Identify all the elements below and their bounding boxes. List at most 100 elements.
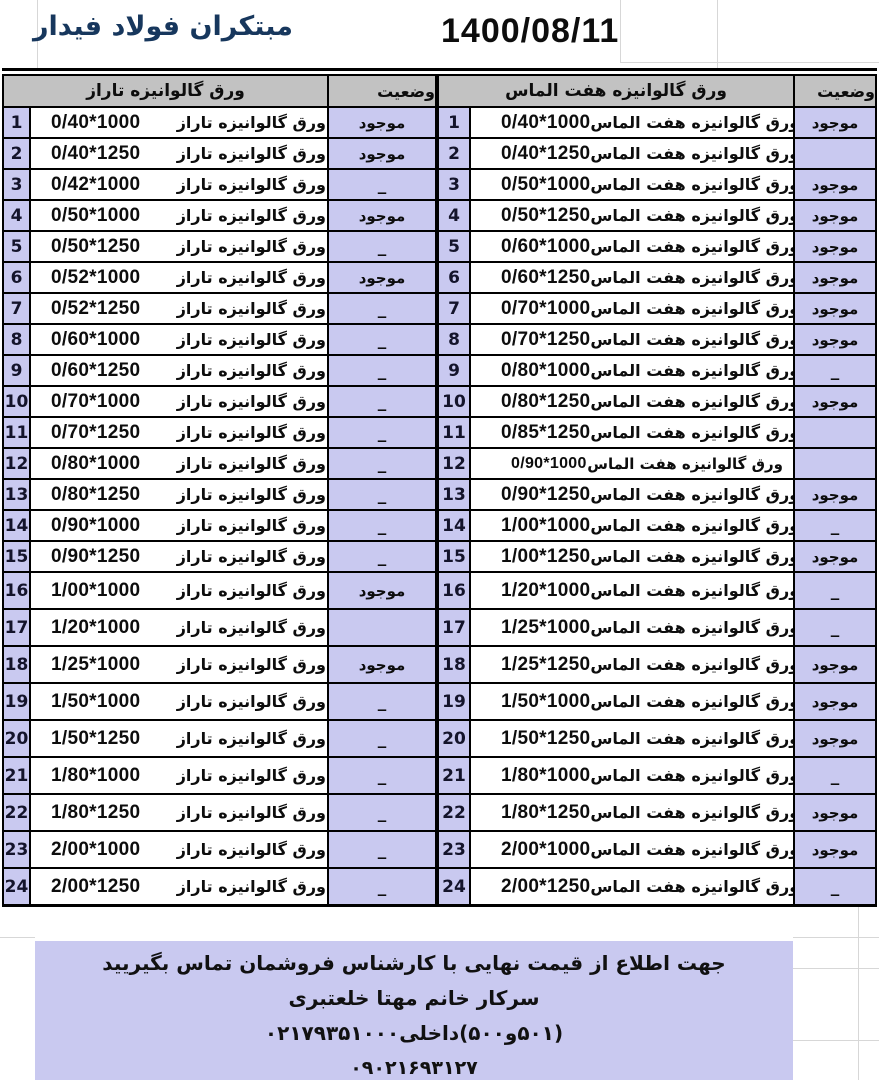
status-cell: موجود	[795, 647, 875, 682]
footer-line-person: سرکار خانم مهتا خلعتبری	[288, 986, 540, 1010]
product-size: 1/50*1250	[501, 727, 591, 749]
product-name: ورق گالوانیزه هفت الماس	[590, 581, 793, 600]
status-cell: _	[329, 418, 435, 447]
product-cell: 0/70*1000 ورق گالوانیزه تاراز	[31, 387, 327, 416]
product-cell: 2/00*1250 ورق گالوانیزه هفت الماس	[471, 869, 793, 904]
status-cell: موجود	[795, 721, 875, 756]
product-name: ورق گالوانیزه تاراز	[176, 175, 326, 194]
product-name: ورق گالوانیزه هفت الماس	[590, 237, 793, 256]
product-name: ورق گالوانیزه تاراز	[176, 113, 326, 132]
product-size: 1/00*1250	[501, 545, 591, 567]
product-size: 0/90*1000	[511, 454, 587, 472]
product-size: 0/60*1000	[501, 235, 591, 257]
gridline	[793, 1040, 879, 1041]
status-cell: _	[329, 869, 435, 904]
status-cell: _	[329, 232, 435, 261]
row-number-cell: 1	[439, 108, 469, 137]
status-cell: _	[329, 542, 435, 571]
product-name: ورق گالوانیزه هفت الماس	[590, 206, 793, 225]
row-number-cell: 11	[439, 418, 469, 447]
status-cell: موجود	[795, 170, 875, 199]
haft-almas-table: ورق گالوانیزه هفت الماس وضعیت 1 0/40*1000 ور…	[437, 74, 877, 907]
product-size: 0/60*1250	[51, 359, 141, 381]
product-cell: 1/80*1250 ورق گالوانیزه تاراز	[31, 795, 327, 830]
product-cell: 0/70*1250 ورق گالوانیزه تاراز	[31, 418, 327, 447]
row-number-cell: 9	[439, 356, 469, 385]
status-cell	[795, 418, 875, 447]
product-size: 1/25*1250	[501, 653, 591, 675]
row-number-cell: 18	[4, 647, 29, 682]
status-cell: موجود	[795, 325, 875, 354]
product-name: ورق گالوانیزه تاراز	[176, 547, 326, 566]
product-cell: 0/50*1000 ورق گالوانیزه هفت الماس	[471, 170, 793, 199]
status-cell: موجود	[795, 294, 875, 323]
product-size: 1/50*1250	[51, 727, 141, 749]
product-cell: 2/00*1000 ورق گالوانیزه هفت الماس	[471, 832, 793, 867]
product-size: 1/50*1000	[501, 690, 591, 712]
status-cell: موجود	[795, 542, 875, 571]
product-name: ورق گالوانیزه هفت الماس	[590, 392, 793, 411]
product-size: 0/50*1000	[501, 173, 591, 195]
status-cell	[795, 139, 875, 168]
product-cell: 0/40*1250 ورق گالوانیزه تاراز	[31, 139, 327, 168]
product-cell: 0/50*1000 ورق گالوانیزه تاراز	[31, 201, 327, 230]
row-number-cell: 20	[439, 721, 469, 756]
product-size: 1/80*1000	[51, 764, 141, 786]
product-name: ورق گالوانیزه تاراز	[176, 840, 326, 859]
product-cell: 0/90*1000 ورق گالوانیزه هفت الماس	[471, 449, 793, 478]
row-number-cell: 10	[439, 387, 469, 416]
status-cell: _	[795, 758, 875, 793]
product-name: ورق گالوانیزه تاراز	[176, 485, 326, 504]
product-size: 2/00*1250	[501, 875, 591, 897]
row-number-cell: 18	[439, 647, 469, 682]
status-cell: موجود	[329, 647, 435, 682]
gridline	[37, 0, 38, 68]
product-name: ورق گالوانیزه تاراز	[176, 454, 326, 473]
product-cell: 1/25*1250 ورق گالوانیزه هفت الماس	[471, 647, 793, 682]
product-name: ورق گالوانیزه تاراز	[176, 581, 326, 600]
status-cell: موجود	[795, 201, 875, 230]
row-number-cell: 21	[439, 758, 469, 793]
product-name: ورق گالوانیزه تاراز	[176, 729, 326, 748]
product-size: 0/50*1250	[501, 204, 591, 226]
product-size: 1/20*1000	[501, 579, 591, 601]
product-size: 0/52*1250	[51, 297, 141, 319]
status-cell: _	[329, 480, 435, 509]
product-name: ورق گالوانیزه تاراز	[176, 330, 326, 349]
product-cell: 0/80*1250 ورق گالوانیزه هفت الماس	[471, 387, 793, 416]
product-cell: 0/60*1250 ورق گالوانیزه تاراز	[31, 356, 327, 385]
product-name: ورق گالوانیزه تاراز	[176, 618, 326, 637]
product-name: ورق گالوانیزه تاراز	[176, 206, 326, 225]
product-cell: 1/00*1000 ورق گالوانیزه هفت الماس	[471, 511, 793, 540]
product-name: ورق گالوانیزه تاراز	[176, 423, 326, 442]
gridline	[793, 937, 879, 938]
product-size: 0/80*1250	[51, 483, 141, 505]
product-cell: 0/52*1000 ورق گالوانیزه تاراز	[31, 263, 327, 292]
product-name: ورق گالوانیزه تاراز	[176, 655, 326, 674]
product-name: ورق گالوانیزه هفت الماس	[590, 299, 793, 318]
product-size: 0/70*1000	[501, 297, 591, 319]
footer-note: جهت اطلاع از قیمت نهایی با کارشناس فروشم…	[35, 941, 793, 1080]
product-size: 1/80*1250	[51, 801, 141, 823]
product-name: ورق گالوانیزه تاراز	[176, 268, 326, 287]
product-size: 1/20*1000	[51, 616, 141, 638]
product-name: ورق گالوانیزه هفت الماس	[590, 877, 793, 896]
status-cell	[329, 610, 435, 645]
product-size: 0/40*1000	[51, 111, 141, 133]
product-size: 0/90*1250	[501, 483, 591, 505]
status-cell: _	[329, 721, 435, 756]
product-cell: 0/80*1000 ورق گالوانیزه هفت الماس	[471, 356, 793, 385]
status-cell: _	[329, 684, 435, 719]
status-cell: _	[329, 758, 435, 793]
product-name: ورق گالوانیزه هفت الماس	[590, 485, 793, 504]
product-cell: 1/50*1250 ورق گالوانیزه هفت الماس	[471, 721, 793, 756]
product-name: ورق گالوانیزه تاراز	[176, 803, 326, 822]
gridline	[793, 968, 879, 969]
status-cell: موجود	[795, 232, 875, 261]
product-name: ورق گالوانیزه هفت الماس	[590, 113, 793, 132]
product-size: 0/70*1250	[501, 328, 591, 350]
product-size: 1/00*1000	[51, 579, 141, 601]
row-number-cell: 7	[439, 294, 469, 323]
product-name: ورق گالوانیزه هفت الماس	[590, 144, 793, 163]
product-cell: 1/00*1250 ورق گالوانیزه هفت الماس	[471, 542, 793, 571]
